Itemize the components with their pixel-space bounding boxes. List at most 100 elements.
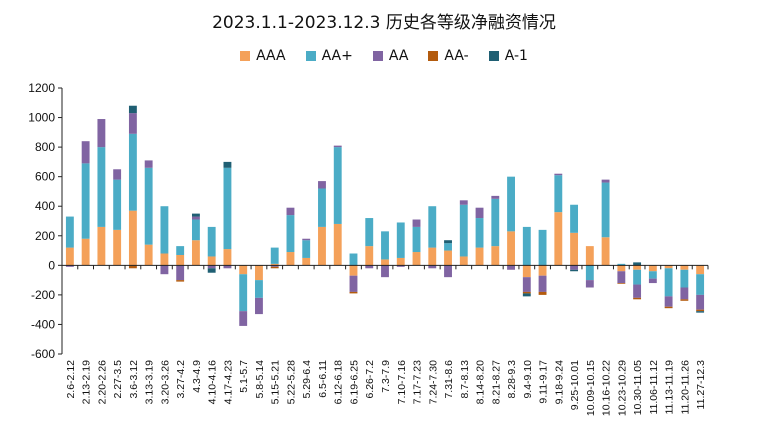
x-tick-label: 11.27-12.3: [695, 360, 707, 410]
bar-aa: [633, 284, 642, 298]
bar-a-1: [223, 161, 232, 168]
bar-aaa: [396, 257, 405, 266]
bar-aa: [128, 133, 137, 211]
x-tick-label: 4.17-4.23: [222, 360, 234, 405]
bar-aa: [475, 218, 484, 248]
y-tick-label: 800: [35, 140, 55, 154]
bar-aa: [81, 163, 90, 239]
y-tick-label: 0: [48, 258, 55, 272]
bar-aa: [176, 246, 185, 255]
x-tick-label: 11.20-11.26: [679, 360, 691, 415]
bar-aaa: [286, 252, 295, 266]
legend-swatch: [488, 51, 499, 61]
bar-aa: [365, 265, 374, 269]
bar-aa: [680, 287, 689, 300]
bar-aa: [444, 265, 452, 278]
x-tick-label: 10.09-10.15: [585, 360, 597, 416]
x-tick-label: 9.25-10.01: [569, 360, 581, 410]
bar-aa: [648, 271, 657, 279]
bar-aaa: [128, 210, 137, 266]
bar-aaa: [318, 226, 326, 266]
chart-title: 2023.1.1-2023.12.3 历史各等级净融资情况: [212, 13, 556, 33]
bar-aaa: [538, 265, 547, 276]
bar-aa: [97, 147, 106, 227]
bar-aa: [333, 147, 342, 224]
bar-aa: [428, 265, 437, 269]
x-tick-label: 5.22-5.28: [285, 360, 297, 405]
bar-aa: [585, 280, 594, 288]
bar-aaa: [97, 226, 106, 266]
bar-aa: [113, 179, 122, 230]
x-tick-label: 2.20-2.26: [96, 360, 108, 405]
bar-aa: [160, 265, 169, 275]
bar-aa: [270, 266, 279, 269]
bar-aa: [255, 280, 263, 298]
bar-aa: [65, 265, 74, 267]
x-tick-label: 6.5-6.11: [317, 360, 329, 398]
bar-aa: [491, 195, 500, 199]
bar-aa: [522, 291, 531, 294]
bar-aa: [538, 229, 547, 266]
x-tick-label: 11.13-11.19: [664, 360, 676, 415]
bar-aa: [648, 278, 657, 284]
bar-aa: [128, 265, 137, 269]
bar-aa: [365, 218, 374, 247]
legend-swatch: [240, 51, 251, 61]
bar-aa: [144, 160, 153, 168]
legend-label: AA-: [444, 48, 469, 64]
legend: AAA AA+ AA AA- A-1: [0, 48, 768, 64]
bar-a-1: [570, 269, 579, 272]
x-tick-label: 5.1-5.7: [238, 360, 250, 393]
bar-aaa: [522, 265, 531, 278]
bar-aaa: [507, 231, 515, 266]
x-tick-label: 10.30-11.05: [632, 360, 644, 415]
y-tick-label: -200: [31, 288, 55, 302]
bar-aaa: [491, 246, 500, 266]
x-tick-label: 7.31-8.6: [443, 360, 455, 399]
x-tick-label: 9.18-9.24: [553, 360, 565, 405]
bar-aaa: [191, 240, 200, 266]
bar-aaa: [696, 265, 705, 275]
x-tick-label: 8.21-8.27: [490, 360, 502, 405]
bar-aa: [617, 283, 626, 284]
bar-aa: [475, 207, 484, 219]
bar-aaa: [381, 259, 389, 266]
bar-aa: [538, 275, 547, 292]
bar-aa: [302, 238, 311, 241]
legend-item-aa: AA+: [305, 48, 353, 64]
bar-aaa: [664, 265, 673, 269]
x-tick-label: 11.06-11.12: [648, 360, 660, 415]
bar-aa: [207, 226, 216, 257]
legend-item-aa: AA-: [428, 48, 469, 64]
x-tick-label: 2.27-3.5: [112, 360, 124, 399]
bar-a-1: [444, 240, 452, 244]
bar-aa: [664, 306, 673, 309]
bar-aaa: [207, 256, 216, 266]
y-tick-label: -400: [31, 317, 55, 331]
bar-aa: [633, 269, 642, 285]
bar-aa: [570, 204, 579, 233]
bar-aaa: [554, 212, 563, 266]
bar-aa: [585, 265, 594, 281]
bar-aa: [113, 169, 122, 180]
bar-aaa: [680, 265, 689, 270]
bar-aa: [286, 207, 295, 216]
bar-aa: [333, 145, 342, 148]
x-tick-label: 8.14-8.20: [475, 360, 487, 405]
x-tick-label: 4.10-4.16: [207, 360, 219, 405]
x-tick-label: 10.23-10.29: [616, 360, 628, 416]
bar-aa: [318, 188, 326, 227]
x-tick-label: 5.29-6.4: [301, 360, 313, 399]
bar-aa: [349, 253, 358, 266]
bar-aa: [617, 263, 626, 266]
bar-aa: [396, 265, 405, 267]
bar-aa: [459, 204, 468, 257]
y-tick-label: 600: [35, 170, 55, 184]
bar-aa: [270, 265, 279, 267]
legend-label: A-1: [504, 48, 528, 64]
bar-aaa: [585, 246, 594, 266]
legend-swatch: [372, 51, 383, 61]
bar-aa: [255, 297, 263, 315]
bar-aaa: [601, 237, 610, 266]
bar-aa: [396, 222, 405, 258]
